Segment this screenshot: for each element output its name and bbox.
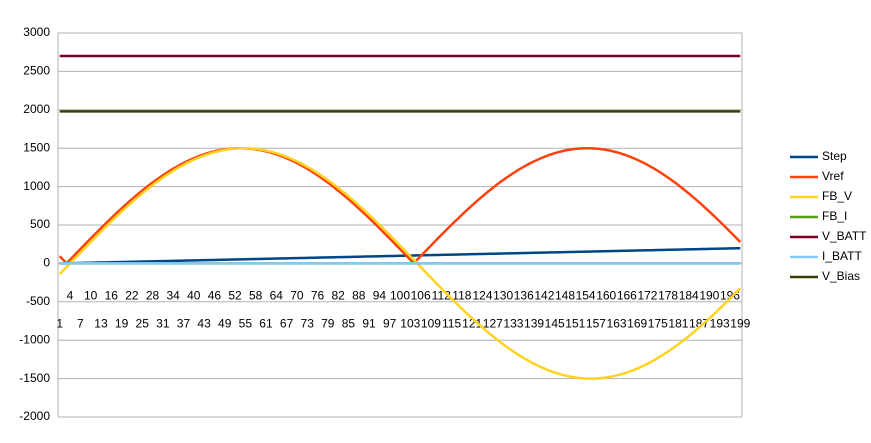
x-tick-label: 13 — [94, 317, 108, 331]
x-tick-label: 115 — [442, 317, 461, 331]
legend-label: I_BATT — [822, 249, 862, 263]
legend-label: Vref — [822, 169, 844, 183]
legend-label: Step — [822, 149, 847, 163]
x-tick-label: 175 — [648, 317, 668, 331]
x-tick-label: 73 — [301, 317, 315, 331]
x-tick-label: 166 — [617, 289, 637, 303]
x-tick-label: 76 — [311, 289, 325, 303]
x-tick-label: 100 — [390, 289, 410, 303]
x-tick-label: 148 — [555, 289, 575, 303]
x-tick-label: 172 — [637, 289, 657, 303]
x-tick-label: 142 — [534, 289, 554, 303]
x-tick-label: 199 — [730, 317, 750, 331]
x-tick-label: 139 — [524, 317, 544, 331]
x-tick-label: 58 — [249, 289, 263, 303]
x-tick-label: 79 — [321, 317, 335, 331]
x-tick-label: 193 — [710, 317, 730, 331]
x-tick-label: 7 — [77, 317, 84, 331]
y-tick-label: -500 — [26, 294, 50, 308]
y-tick-label: 500 — [30, 217, 50, 231]
series-line — [58, 146, 742, 380]
y-tick-label: -1500 — [19, 371, 50, 385]
x-tick-label: 40 — [187, 289, 201, 303]
x-tick-label: 145 — [545, 317, 565, 331]
x-tick-label: 121 — [462, 317, 482, 331]
x-tick-label: 91 — [362, 317, 376, 331]
legend-label: V_Bias — [822, 269, 860, 283]
x-tick-label: 106 — [411, 289, 431, 303]
x-tick-label: 127 — [483, 317, 503, 331]
x-tick-label: 43 — [197, 317, 211, 331]
x-tick-label: 61 — [259, 317, 273, 331]
x-tick-label: 82 — [331, 289, 345, 303]
x-tick-label: 190 — [699, 289, 719, 303]
x-tick-label: 70 — [290, 289, 304, 303]
y-tick-label: 0 — [43, 256, 50, 270]
x-tick-label: 169 — [627, 317, 647, 331]
x-tick-label: 124 — [472, 289, 492, 303]
x-tick-label: 46 — [208, 289, 222, 303]
y-tick-label: 1000 — [23, 179, 50, 193]
y-tick-label: 1500 — [23, 140, 50, 154]
x-tick-label: 85 — [342, 317, 356, 331]
x-tick-label: 181 — [668, 317, 688, 331]
y-tick-label: 3000 — [23, 25, 50, 39]
x-tick-label: 31 — [156, 317, 170, 331]
x-tick-label: 55 — [239, 317, 253, 331]
x-tick-label: 64 — [270, 289, 284, 303]
x-tick-label: 184 — [679, 289, 699, 303]
x-tick-label: 16 — [105, 289, 119, 303]
x-tick-label: 37 — [177, 317, 191, 331]
y-tick-label: 2000 — [23, 102, 50, 116]
y-tick-label: -2000 — [19, 409, 50, 423]
x-tick-label: 1 — [56, 317, 63, 331]
legend-label: V_BATT — [822, 229, 867, 243]
y-tick-label: -1000 — [19, 332, 50, 346]
x-tick-label: 136 — [514, 289, 534, 303]
x-tick-label: 34 — [166, 289, 180, 303]
x-tick-label: 19 — [115, 317, 129, 331]
x-tick-label: 94 — [373, 289, 387, 303]
y-tick-label: 2500 — [23, 64, 50, 78]
x-tick-label: 178 — [658, 289, 678, 303]
x-tick-label: 118 — [452, 289, 471, 303]
x-tick-label: 25 — [136, 317, 150, 331]
x-tick-label: 154 — [576, 289, 596, 303]
x-tick-label: 133 — [503, 317, 523, 331]
legend-label: FB_V — [822, 189, 852, 203]
x-tick-label: 67 — [280, 317, 294, 331]
x-tick-label: 160 — [596, 289, 616, 303]
x-tick-label: 163 — [607, 317, 627, 331]
x-tick-label: 88 — [352, 289, 366, 303]
x-tick-label: 4 — [67, 289, 74, 303]
x-tick-label: 22 — [125, 289, 139, 303]
legend-label: FB_I — [822, 209, 847, 223]
x-tick-label: 52 — [228, 289, 242, 303]
x-tick-label: 130 — [493, 289, 513, 303]
x-tick-label: 49 — [218, 317, 232, 331]
x-tick-label: 157 — [586, 317, 606, 331]
series-line — [59, 246, 741, 265]
x-tick-label: 28 — [146, 289, 160, 303]
x-tick-label: 109 — [421, 317, 441, 331]
x-tick-label: 151 — [565, 317, 585, 331]
series-line — [58, 146, 742, 265]
x-tick-label: 103 — [400, 317, 420, 331]
x-tick-label: 187 — [689, 317, 709, 331]
x-tick-label: 97 — [383, 317, 397, 331]
x-tick-label: 10 — [84, 289, 98, 303]
